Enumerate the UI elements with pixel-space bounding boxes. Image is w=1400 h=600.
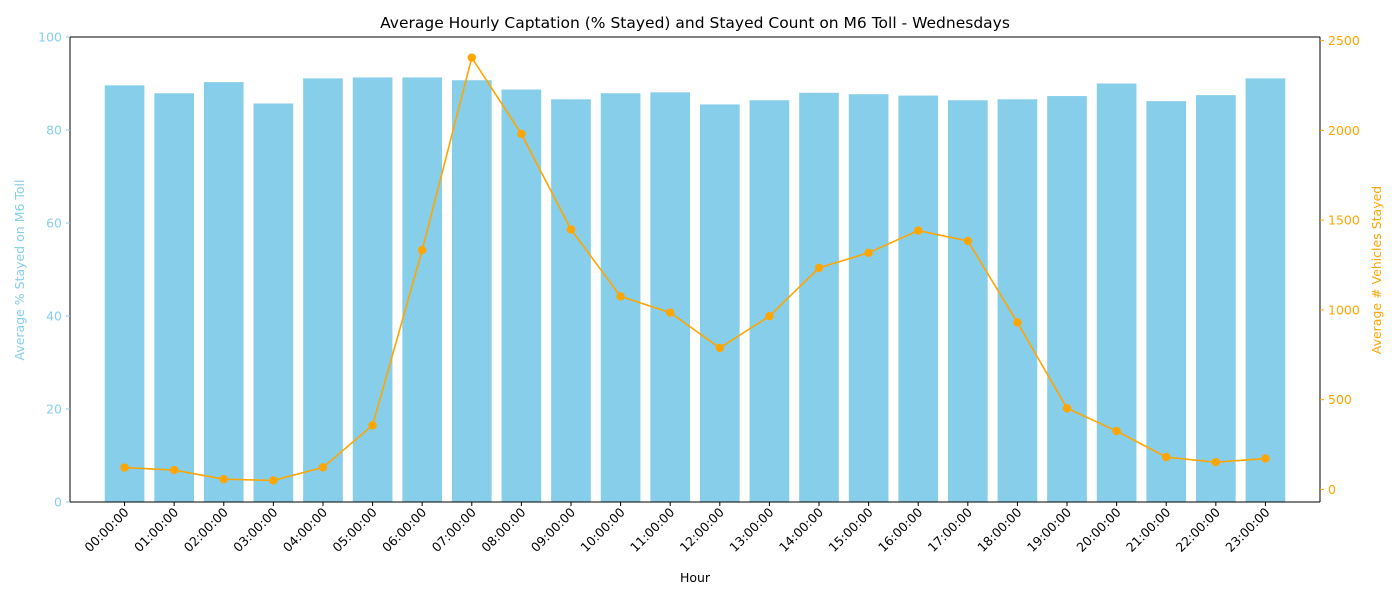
line-point-8 [517, 129, 526, 139]
bar-17 [947, 100, 988, 503]
bar-12 [699, 104, 740, 503]
line-point-4 [318, 463, 328, 472]
bar-8 [501, 89, 542, 503]
x-tick-label-20: 20:00:00 [1073, 504, 1123, 554]
line-point-9 [566, 225, 576, 234]
y-left-tick-label-40: 40 [46, 309, 62, 324]
chart-title: Average Hourly Captation (% Stayed) and … [380, 14, 1010, 32]
x-tick-label-19: 19:00:00 [1024, 504, 1074, 554]
x-tick-label-1: 01:00:00 [131, 504, 181, 554]
line-point-18 [1013, 318, 1022, 327]
x-tick-label-13: 13:00:00 [726, 504, 776, 554]
bar-4 [303, 78, 343, 502]
bar-14 [799, 92, 839, 503]
y-right-tick-label-2000: 2000 [1328, 123, 1360, 138]
line-point-7 [467, 53, 476, 62]
line-series [124, 55, 1266, 482]
bar-11 [650, 92, 691, 503]
x-tick-label-8: 08:00:00 [478, 504, 528, 554]
bar-9 [551, 99, 591, 502]
x-tick-label-9: 09:00:00 [528, 504, 578, 554]
line-point-17 [963, 236, 973, 246]
x-tick-label-18: 18:00:00 [974, 504, 1024, 554]
x-tick-label-23: 23:00:00 [1222, 504, 1272, 554]
x-tick-label-7: 07:00:00 [429, 504, 479, 554]
line-point-12 [715, 343, 725, 353]
bar-7 [451, 80, 492, 503]
y-left-tick-label-80: 80 [46, 123, 62, 138]
bar-15 [848, 94, 889, 502]
x-tick-label-17: 17:00:00 [925, 504, 975, 554]
line-point-16 [914, 226, 923, 235]
x-tick-label-11: 11:00:00 [627, 504, 677, 554]
bar-3 [253, 103, 294, 503]
bar-22 [1195, 95, 1236, 502]
y-axis-right-label: Average # Vehicles Stayed [1369, 186, 1384, 354]
x-tick-label-2: 02:00:00 [181, 504, 231, 554]
bars-layer [104, 77, 1286, 503]
bar-1 [154, 93, 195, 502]
y-left-tick-label-60: 60 [46, 216, 62, 231]
y-right-tick-label-500: 500 [1328, 392, 1352, 407]
x-tick-label-10: 10:00:00 [577, 504, 627, 554]
x-tick-label-16: 16:00:00 [875, 504, 925, 554]
line-point-23 [1261, 454, 1270, 463]
x-tick-label-22: 22:00:00 [1173, 504, 1223, 554]
x-tick-label-0: 00:00:00 [81, 504, 131, 554]
bar-19 [1047, 96, 1087, 503]
line-point-20 [1112, 426, 1121, 436]
bar-21 [1146, 101, 1187, 503]
x-tick-label-21: 21:00:00 [1123, 504, 1173, 554]
y-left-tick-label-0: 0 [54, 495, 62, 510]
line-point-21 [1162, 452, 1171, 462]
y-right-tick-label-2500: 2500 [1328, 33, 1360, 48]
line-point-13 [765, 311, 774, 321]
line-point-6 [417, 245, 427, 255]
line-point-5 [368, 421, 377, 430]
x-tick-label-5: 05:00:00 [329, 504, 379, 554]
line-point-19 [1062, 404, 1072, 413]
y-right-tick-label-1000: 1000 [1328, 302, 1360, 317]
bar-5 [352, 77, 393, 502]
line-point-10 [616, 292, 625, 301]
line-point-2 [219, 474, 228, 484]
x-tick-label-6: 06:00:00 [379, 504, 429, 554]
bar-6 [402, 77, 443, 502]
y-left-tick-label-20: 20 [46, 402, 62, 417]
x-tick-label-4: 04:00:00 [280, 504, 330, 554]
line-point-3 [269, 476, 278, 485]
x-tick-label-15: 15:00:00 [825, 504, 875, 554]
x-tick-label-12: 12:00:00 [677, 504, 727, 554]
line-point-1 [169, 465, 179, 475]
line-point-22 [1211, 457, 1221, 467]
line-point-0 [120, 463, 129, 472]
line-point-14 [814, 263, 824, 273]
bar-0 [104, 85, 145, 503]
bar-2 [203, 82, 244, 502]
y-right-tick-label-1500: 1500 [1328, 213, 1360, 228]
line-point-15 [864, 248, 873, 258]
x-tick-label-3: 03:00:00 [230, 504, 280, 554]
y-left-tick-label-100: 100 [38, 30, 62, 45]
y-right-tick-label-0: 0 [1328, 482, 1336, 497]
y-axis-left-label: Average % Stayed on M6 Toll [12, 179, 27, 360]
x-axis-label: Hour [680, 570, 711, 585]
bar-23 [1245, 78, 1286, 502]
line-layer [120, 53, 1270, 485]
line-point-11 [665, 308, 675, 317]
bar-16 [898, 95, 939, 502]
x-tick-label-14: 14:00:00 [776, 504, 826, 554]
bar-13 [749, 100, 790, 503]
